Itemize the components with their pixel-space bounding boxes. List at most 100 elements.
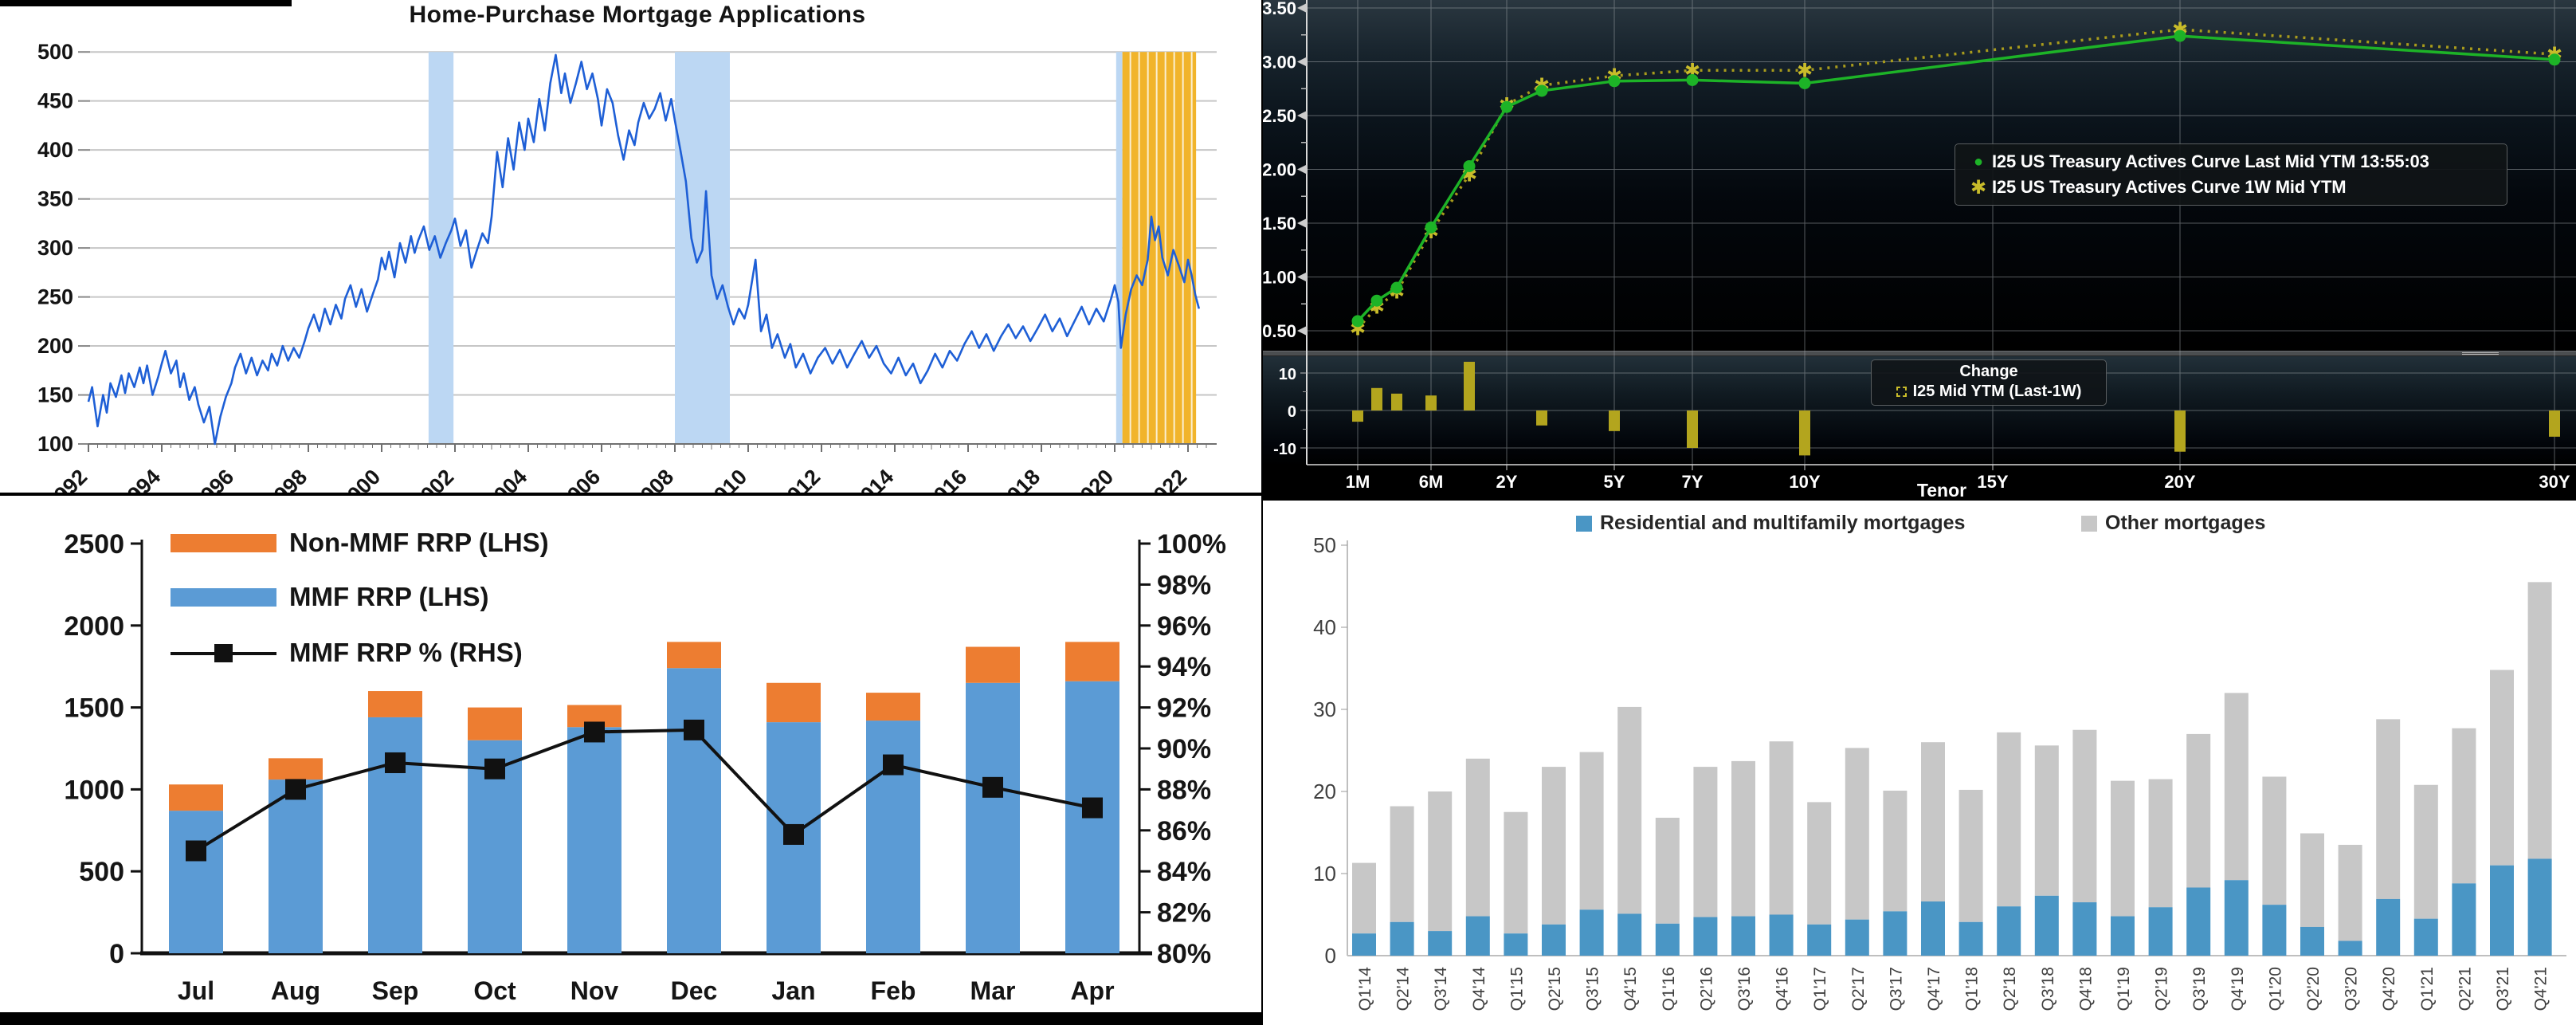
month-label: Aug	[271, 976, 320, 1005]
quarter-label: Q2'18	[2001, 967, 2019, 1011]
change-legend-item[interactable]: I25 Mid YTM (Last-1W)	[1872, 381, 2106, 402]
line-marker-swatch-icon	[171, 643, 276, 662]
y-tick-label: 300	[37, 236, 73, 260]
bar-residential-Q1'19	[2111, 916, 2135, 956]
left-tick-label: 0	[109, 939, 124, 969]
pct-marker-Jul	[186, 840, 206, 862]
change-bar-1M	[1352, 410, 1363, 422]
quarter-label: Q4'17	[1925, 967, 1943, 1011]
tl-x-labels: 1992 1994 1996 1998 2000 2002 2004 2006 2008 2010…	[41, 465, 1192, 516]
quarter-label: Q4'18	[2076, 967, 2095, 1011]
top-border	[0, 0, 292, 6]
tr-gridlines	[1307, 0, 2576, 465]
gray-square-icon	[2081, 515, 2097, 532]
quarter-label: Q2'14	[1394, 967, 1413, 1011]
chart-treasury-actives-curve: 3.50 3.00 2.50 2.00 1.50 1.00 0.50 10 0 -10 ✱ ✱ ✱ ✱ ✱ ✱…	[1263, 0, 2576, 501]
tick-arrow-icon	[1297, 3, 1307, 13]
right-tick-label: 100%	[1157, 529, 1226, 560]
bar-other-Q2'20	[2300, 833, 2324, 927]
orange-swatch-icon	[171, 533, 276, 552]
bar-other-Q3'18	[2034, 745, 2059, 896]
quarter-label: Q2'20	[2304, 967, 2323, 1011]
right-tick-label: 84%	[1157, 857, 1211, 887]
quarter-label: Q4'20	[2380, 967, 2398, 1011]
x-tick-label: 2Y	[1496, 472, 1518, 492]
asterisk-marker: ✱	[1797, 60, 1813, 81]
y-tick-label: 250	[37, 285, 73, 309]
bl-plot-svg: 0 500 1000 1500 2000 2500 80% 82% 84% 86% 88% 90% 92…	[0, 529, 1261, 1025]
month-label: Feb	[871, 976, 916, 1005]
bar-residential-Q2'18	[1997, 906, 2021, 956]
bar-mmf-Dec	[667, 668, 721, 953]
left-tick-label: 1000	[64, 775, 124, 805]
tick-arrow-icon	[1297, 326, 1307, 336]
highlight-2020-2022	[1122, 52, 1197, 444]
bar-nonmmf-Dec	[667, 642, 721, 669]
bar-residential-Q1'15	[1504, 933, 1528, 956]
bar-other-Q3'21	[2490, 670, 2514, 866]
bar-other-Q3'20	[2338, 844, 2362, 941]
quarter-label: Q1'14	[1356, 967, 1374, 1011]
right-tick-label: 92%	[1157, 693, 1211, 724]
splitter-handle-icon[interactable]	[2462, 352, 2499, 355]
pct-line	[194, 728, 1093, 853]
panel-splitter[interactable]	[1263, 351, 2576, 356]
bar-other-Q4'21	[2527, 582, 2552, 859]
change-tick-label: 10	[1279, 366, 1296, 383]
bottom-border	[0, 1012, 1261, 1025]
legend-item-last[interactable]: ● I25 US Treasury Actives Curve Last Mid…	[1965, 149, 2507, 175]
change-bar-2M	[1371, 387, 1382, 410]
month-label: Jan	[771, 976, 815, 1005]
legend-label: I25 US Treasury Actives Curve 1W Mid YTM	[1992, 177, 2347, 197]
dot-marker	[2174, 29, 2186, 42]
left-tick-label: 2000	[64, 611, 124, 642]
tl-x-ticks	[88, 444, 1207, 452]
legend-item-1w[interactable]: ✱ I25 US Treasury Actives Curve 1W Mid Y…	[1965, 175, 2507, 200]
bar-mmf-Jul	[169, 811, 223, 953]
quarter-label: Q1'16	[1660, 967, 1678, 1011]
month-label: Apr	[1070, 976, 1114, 1005]
bar-residential-Q3'18	[2034, 895, 2059, 956]
bar-other-Q1'14	[1352, 862, 1376, 934]
bar-other-Q2'14	[1390, 806, 1414, 922]
bar-residential-Q4'15	[1617, 913, 1642, 956]
bar-other-Q1'16	[1655, 817, 1680, 924]
quarter-label: Q4'19	[2229, 967, 2247, 1011]
change-legend[interactable]: Change I25 Mid YTM (Last-1W)	[1871, 359, 2107, 406]
recession-2001	[428, 52, 454, 444]
x-tick-label: 2020	[1068, 465, 1119, 493]
x-tick-label: 5Y	[1604, 472, 1625, 492]
dot-marker	[1463, 159, 1476, 172]
pct-marker-Jan	[783, 823, 804, 845]
change-tick-label: -10	[1273, 441, 1296, 458]
right-tick-label: 86%	[1157, 816, 1211, 846]
month-label: Nov	[570, 976, 619, 1005]
bar-residential-Q2'21	[2452, 883, 2476, 956]
legend-item-other: Other mortgages	[2081, 512, 2265, 535]
legend-label: MMF RRP % (RHS)	[289, 638, 523, 667]
bar-other-Q3'14	[1428, 791, 1453, 932]
green-dot-icon: ●	[1974, 152, 1983, 171]
blue-swatch-icon	[171, 587, 276, 607]
bar-residential-Q1'20	[2262, 905, 2287, 956]
bar-other-Q2'21	[2452, 728, 2476, 884]
bar-residential-Q1'18	[1958, 921, 1983, 956]
quarter-label: Q1'21	[2418, 967, 2437, 1011]
quarter-label: Q4'15	[1621, 967, 1640, 1011]
x-tick-label: 1M	[1346, 472, 1370, 492]
bar-other-Q3'17	[1883, 790, 1907, 912]
bar-residential-Q4'16	[1769, 914, 1794, 956]
curve-legend[interactable]: ● I25 US Treasury Actives Curve Last Mid…	[1955, 143, 2507, 206]
dot-marker	[1608, 75, 1621, 88]
change-legend-title: Change	[1959, 363, 2018, 380]
change-bars	[1352, 361, 2560, 456]
right-tick-label: 94%	[1157, 652, 1211, 682]
quarter-label: Q3'21	[2494, 967, 2512, 1011]
change-tick-label: 0	[1288, 403, 1296, 421]
bar-residential-Q4'14	[1465, 916, 1490, 956]
quarter-label: Q1'17	[1811, 967, 1829, 1011]
bar-residential-Q3'15	[1579, 909, 1604, 956]
bar-other-Q2'19	[2148, 779, 2173, 908]
bar-residential-Q2'16	[1693, 917, 1718, 956]
bar-other-Q1'15	[1504, 811, 1528, 934]
